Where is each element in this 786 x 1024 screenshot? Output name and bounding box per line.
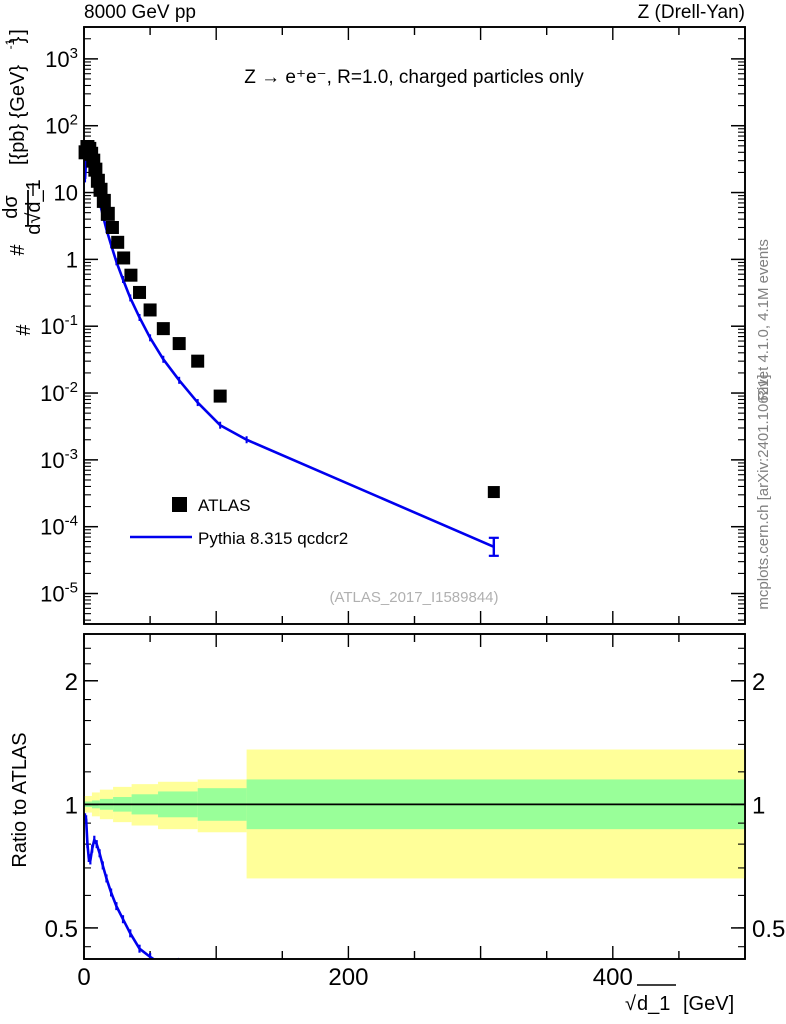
- header-beam-label: 8000 GeV pp: [84, 2, 196, 23]
- x-axis-title-group: √ d_1 [GeV]: [625, 984, 734, 1015]
- x-tick-label: 200: [328, 964, 368, 991]
- y-axis-title-units-close: }: [7, 36, 29, 43]
- legend-label-pythia: Pythia 8.315 qcdcr2: [198, 529, 348, 548]
- atlas-data-marker: [172, 337, 186, 351]
- legend-label-atlas: ATLAS: [198, 496, 251, 515]
- ratio-y-tick-label-right: 2: [752, 669, 765, 696]
- y-axis-title-group: # dσ d√d_1 [{pb} {GeV} -1 } ]: [0, 29, 45, 255]
- plot-title-annotation: Z → e⁺e⁻, R=1.0, charged particles only: [244, 67, 584, 88]
- ratio-y-axis-title: Ratio to ATLAS: [9, 732, 31, 867]
- pythia-ratio-tail: [175, 957, 180, 959]
- atlas-data-marker: [124, 268, 138, 282]
- atlas-data-marker: [156, 322, 170, 336]
- y-axis-title-units-exponent: -1: [3, 38, 17, 49]
- ratio-axis-ticks: [83, 633, 746, 959]
- main-y-tick-label: 10-2: [40, 379, 78, 406]
- atlas-data-marker: [117, 251, 131, 265]
- analysis-watermark: (ATLAS_2017_I1589844): [329, 589, 498, 606]
- atlas-markers-main: [78, 140, 500, 499]
- legend: ATLAS Pythia 8.315 qcdcr2: [130, 496, 348, 548]
- main-y-tick-label: 10-4: [40, 513, 78, 540]
- y-axis-title-text: #: [13, 324, 35, 336]
- y-axis-title-numerator: dσ: [0, 195, 22, 219]
- mcplots-reference-caption: mcplots.cern.ch [arXiv:2401.10621]: [755, 374, 772, 609]
- ratio-y-tick-labels: 2 2 1 1 0.5 0.5: [45, 669, 786, 943]
- pythia-curve-main: [83, 151, 499, 557]
- main-y-tick-label: 103: [45, 45, 78, 72]
- main-axis-ticks: [83, 26, 746, 624]
- pythia-ratio-line: [84, 816, 156, 959]
- ratio-frame-top: [83, 633, 746, 960]
- atlas-data-marker: [191, 354, 205, 368]
- atlas-data-marker: [133, 285, 147, 299]
- ratio-y-tick-label-right: 0.5: [752, 916, 785, 943]
- main-y-tick-label: 10-3: [40, 446, 78, 473]
- main-y-tick-label: 10-5: [40, 580, 78, 607]
- ratio-uncertainty-bands: [84, 749, 745, 879]
- x-axis-title-units: [GeV]: [683, 993, 734, 1015]
- y-axis-title-bracket-close: ]: [7, 29, 29, 35]
- main-panel-frame: [83, 26, 746, 625]
- atlas-data-marker: [93, 182, 108, 197]
- ratio-y-tick-label-right: 1: [752, 792, 765, 819]
- main-y-tick-label: 1: [66, 247, 78, 272]
- x-axis-tick-labels: 0 200 400: [77, 964, 633, 991]
- atlas-data-marker: [88, 162, 103, 177]
- atlas-data-marker: [96, 193, 111, 208]
- atlas-data-marker: [100, 206, 115, 221]
- y-axis-title-denominator: d√d_1: [23, 179, 45, 234]
- atlas-data-marker: [105, 220, 119, 234]
- main-y-tick-label: 10-1: [40, 312, 78, 339]
- main-frame-top: [83, 26, 746, 625]
- atlas-data-marker: [143, 303, 157, 317]
- atlas-data-marker: [111, 235, 125, 249]
- ratio-y-tick-label: 1: [65, 792, 78, 819]
- x-tick-label: 400: [593, 964, 633, 991]
- main-y-tick-label: 10: [54, 181, 78, 206]
- atlas-data-marker: [487, 486, 500, 499]
- x-axis-title-variable: d_1: [637, 993, 670, 1015]
- pythia-curve-ratio: [84, 813, 180, 959]
- pythia-line-main: [83, 153, 495, 549]
- header-process-label: Z (Drell-Yan): [638, 2, 745, 23]
- main-y-axis-title: #: [13, 324, 35, 336]
- ratio-y-tick-label: 2: [65, 669, 78, 696]
- x-tick-label: 0: [77, 964, 90, 991]
- ratio-y-tick-label: 0.5: [45, 916, 78, 943]
- legend-marker-atlas: [172, 497, 187, 512]
- y-axis-title-hash: #: [7, 244, 29, 256]
- rivet-version-caption: Rivet 4.1.0, 4.1M events: [755, 239, 772, 401]
- x-axis-title-radical: √: [625, 993, 636, 1015]
- atlas-data-marker: [213, 389, 227, 403]
- y-axis-title-units: [{pb} {GeV}: [7, 65, 29, 165]
- main-y-tick-label: 102: [45, 112, 78, 139]
